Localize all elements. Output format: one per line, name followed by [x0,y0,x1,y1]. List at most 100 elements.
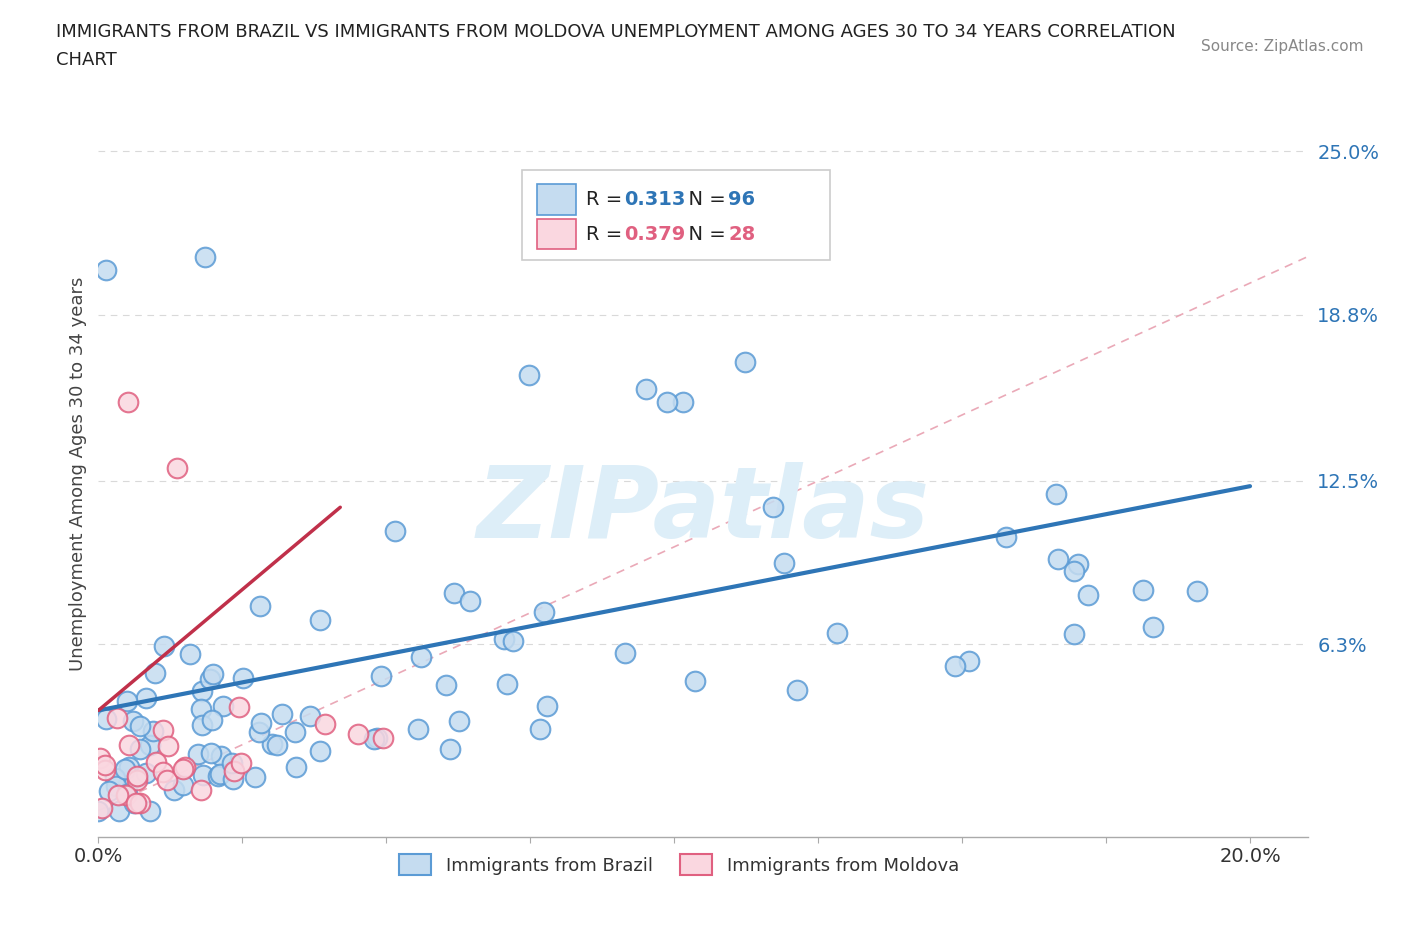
Point [179,646,201,661]
Point [994,530,1017,545]
Point [201,712,224,727]
Point [384,524,406,538]
Point [221,755,243,770]
Text: R =: R = [586,225,628,244]
Point [107,788,129,803]
Point [200,671,222,686]
Point [827,625,849,640]
Point [1187,583,1209,598]
Point [139,738,162,753]
Point [125,796,148,811]
Point [129,795,152,810]
Point [108,804,131,818]
Text: 96: 96 [728,190,755,209]
Point [494,631,516,646]
Text: Source: ZipAtlas.com: Source: ZipAtlas.com [1201,39,1364,54]
Point [89,751,111,765]
Point [1066,557,1088,572]
Point [221,771,243,786]
Point [957,654,980,669]
Text: 28: 28 [728,225,755,244]
Point [1063,564,1085,578]
Point [202,667,225,682]
Point [187,746,209,761]
Point [228,700,250,715]
Point [439,742,461,757]
Point [250,715,273,730]
Point [285,760,308,775]
Point [172,777,194,792]
Point [190,702,212,717]
FancyBboxPatch shape [522,169,830,260]
Point [157,738,180,753]
Point [209,749,232,764]
Point [786,683,808,698]
Point [139,804,162,818]
Point [172,762,194,777]
Point [370,669,392,684]
Point [145,755,167,770]
Point [734,354,756,369]
Point [207,768,229,783]
Point [105,778,128,793]
Point [411,650,433,665]
Point [127,768,149,783]
Point [118,760,141,775]
Point [191,718,214,733]
Point [222,764,245,778]
Point [309,744,332,759]
Point [309,613,332,628]
Point [517,368,540,383]
Point [614,645,637,660]
Text: N =: N = [676,225,733,244]
Point [193,768,215,783]
Point [762,499,785,514]
Point [443,586,465,601]
Point [371,731,394,746]
Point [152,764,174,779]
Point [672,394,695,409]
Point [529,722,551,737]
Point [104,771,127,786]
Point [363,732,385,747]
Point [194,249,217,264]
Point [408,722,430,737]
Point [94,758,117,773]
Point [152,723,174,737]
Point [142,724,165,738]
Point [200,746,222,761]
Point [262,737,284,751]
Point [634,381,657,396]
Point [135,765,157,780]
Point [298,708,321,723]
Point [117,394,139,409]
Point [284,724,307,739]
Point [247,724,270,739]
Point [152,639,174,654]
Point [943,658,966,673]
Point [536,698,558,713]
Point [243,769,266,784]
Point [105,711,128,725]
Point [190,782,212,797]
Point [125,773,148,788]
Point [143,665,166,680]
Point [117,778,139,793]
Point [208,766,231,781]
FancyBboxPatch shape [537,219,576,249]
Point [249,599,271,614]
Point [502,634,524,649]
Text: IMMIGRANTS FROM BRAZIL VS IMMIGRANTS FROM MOLDOVA UNEMPLOYMENT AMONG AGES 30 TO : IMMIGRANTS FROM BRAZIL VS IMMIGRANTS FRO… [56,23,1175,41]
Point [683,673,706,688]
Point [655,394,678,409]
Point [447,714,470,729]
Point [1063,626,1085,641]
Point [115,788,138,803]
Point [1077,588,1099,603]
Point [115,694,138,709]
Point [114,762,136,777]
Point [495,677,517,692]
Point [93,763,115,777]
Point [98,784,121,799]
Text: CHART: CHART [56,51,117,69]
